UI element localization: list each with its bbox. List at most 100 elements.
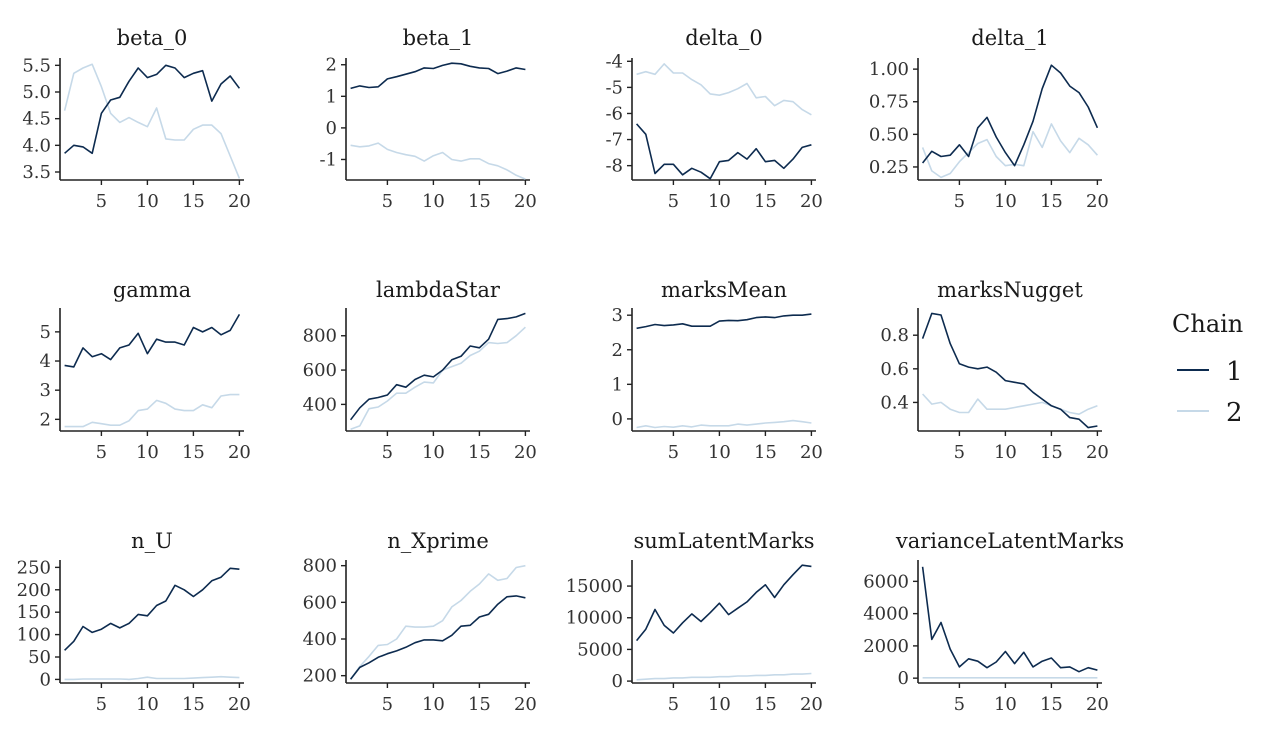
series-line-chain-1 — [64, 314, 241, 368]
panel-title: n_U — [131, 529, 173, 553]
series-line-chain-2 — [64, 393, 240, 428]
y-tick-label: 4000 — [863, 604, 909, 625]
x-tick-label: 10 — [136, 694, 159, 715]
x-tick-label: 10 — [422, 694, 445, 715]
legend-label-chain-1: 1 — [1226, 357, 1243, 387]
series-line-chain-2 — [349, 564, 526, 680]
x-tick-label: 10 — [708, 694, 731, 715]
y-tick-label: 4.0 — [22, 135, 51, 156]
y-tick-label: 5 — [40, 322, 51, 343]
x-tick-label: 15 — [1040, 191, 1063, 212]
x-tick-label: 20 — [514, 694, 537, 715]
series-line-chain-2 — [922, 393, 1098, 416]
y-tick-label: 800 — [303, 556, 337, 577]
legend: Chain 1 2 — [1172, 310, 1243, 428]
y-tick-label: -5 — [605, 77, 623, 98]
y-tick-label: 5.0 — [22, 82, 51, 103]
y-tick-label: 4.5 — [22, 109, 51, 130]
x-tick-label: 20 — [800, 191, 823, 212]
y-tick-label: 400 — [303, 629, 337, 650]
y-tick-label: 0 — [898, 668, 909, 689]
y-tick-label: 5.5 — [22, 55, 51, 76]
x-tick-label: 10 — [136, 442, 159, 463]
series-line-chain-1 — [636, 123, 812, 180]
x-tick-label: 5 — [382, 442, 393, 463]
panel-delta-0: delta_0 5 10 15 20 -8 -7 -6 -5 -4 — [605, 26, 822, 212]
x-tick-label: 20 — [514, 442, 537, 463]
x-tick-label: 20 — [1086, 442, 1109, 463]
y-tick-label: 100 — [17, 625, 51, 646]
x-tick-label: 10 — [708, 191, 731, 212]
x-tick-label: 10 — [994, 694, 1017, 715]
y-tick-label: 800 — [303, 326, 337, 347]
panel-title: delta_1 — [971, 26, 1048, 50]
y-tick-label: 2 — [326, 55, 337, 76]
y-tick-label: 250 — [17, 557, 51, 578]
x-tick-label: 10 — [422, 191, 445, 212]
x-tick-label: 15 — [182, 191, 205, 212]
series-line-chain-2 — [636, 419, 812, 429]
panel-delta-1: delta_1 5 10 15 20 0.25 0.50 0.75 1.00 — [869, 26, 1109, 212]
x-tick-label: 20 — [800, 694, 823, 715]
x-tick-label: 20 — [1086, 694, 1109, 715]
y-tick-label: 3 — [40, 380, 51, 401]
series-line-chain-1 — [64, 64, 241, 155]
series-line-chain-2 — [350, 142, 526, 180]
x-tick-label: 15 — [468, 191, 491, 212]
x-tick-label: 15 — [754, 442, 777, 463]
x-tick-label: 20 — [228, 191, 251, 212]
x-tick-label: 5 — [954, 694, 965, 715]
series-line-chain-1 — [350, 62, 526, 90]
panel-beta-1: beta_1 5 10 15 20 -1 0 1 2 — [319, 26, 536, 212]
y-tick-label: 1 — [326, 86, 337, 107]
legend-label-chain-2: 2 — [1226, 398, 1243, 428]
series-line-chain-2 — [350, 326, 526, 431]
panel-marksnugget: marksNugget 5 10 15 20 0.4 0.6 0.8 — [880, 278, 1108, 463]
y-tick-label: -6 — [605, 103, 623, 124]
x-tick-label: 20 — [1086, 191, 1109, 212]
y-tick-label: 150 — [17, 602, 51, 623]
y-tick-label: 3 — [612, 305, 623, 326]
x-tick-label: 15 — [468, 694, 491, 715]
series-line-chain-1 — [636, 313, 812, 330]
x-tick-label: 10 — [994, 442, 1017, 463]
series-line-chain-1 — [349, 312, 526, 421]
panel-title: gamma — [113, 278, 191, 302]
series-line-chain-1 — [921, 566, 1098, 673]
panel-title: marksNugget — [937, 278, 1083, 302]
y-tick-label: 0.6 — [880, 359, 909, 380]
series-line-chain-1 — [635, 564, 812, 642]
x-tick-label: 10 — [708, 442, 731, 463]
x-tick-label: 20 — [514, 191, 537, 212]
panel-gamma: gamma 5 10 15 20 2 3 4 5 — [40, 278, 251, 463]
panel-variancelatentmarks: varianceLatentMarks 5 10 15 20 0 2000 4000 6000 — [863, 529, 1124, 715]
x-tick-label: 5 — [954, 442, 965, 463]
panel-title: lambdaStar — [376, 278, 501, 302]
series-line-chain-1 — [349, 595, 526, 680]
x-tick-label: 10 — [136, 191, 159, 212]
x-tick-label: 5 — [668, 191, 679, 212]
x-tick-label: 20 — [228, 442, 251, 463]
y-tick-label: 0.8 — [880, 325, 909, 346]
x-tick-label: 15 — [1040, 694, 1063, 715]
y-tick-label: 400 — [303, 394, 337, 415]
y-tick-label: 200 — [303, 666, 337, 687]
x-tick-label: 15 — [754, 191, 777, 212]
series-line-chain-2 — [64, 675, 240, 681]
y-tick-label: 3.5 — [22, 162, 51, 183]
y-tick-label: 2 — [40, 409, 51, 430]
panel-beta-0: beta_0 5 10 15 20 3.5 4.0 4.5 5.0 5.5 — [22, 26, 250, 212]
y-tick-label: 2000 — [863, 636, 909, 657]
y-tick-label: 0 — [612, 409, 623, 430]
x-tick-label: 5 — [96, 442, 107, 463]
series-line-chain-1 — [921, 64, 1099, 167]
x-tick-label: 5 — [668, 694, 679, 715]
y-tick-label: 0.75 — [869, 92, 909, 113]
y-tick-label: -8 — [605, 156, 623, 177]
panel-title: marksMean — [661, 278, 787, 302]
x-tick-label: 5 — [382, 191, 393, 212]
y-tick-label: 1.00 — [869, 59, 909, 80]
panel-n-xprime: n_Xprime 5 10 15 20 200 400 600 800 — [303, 529, 537, 715]
